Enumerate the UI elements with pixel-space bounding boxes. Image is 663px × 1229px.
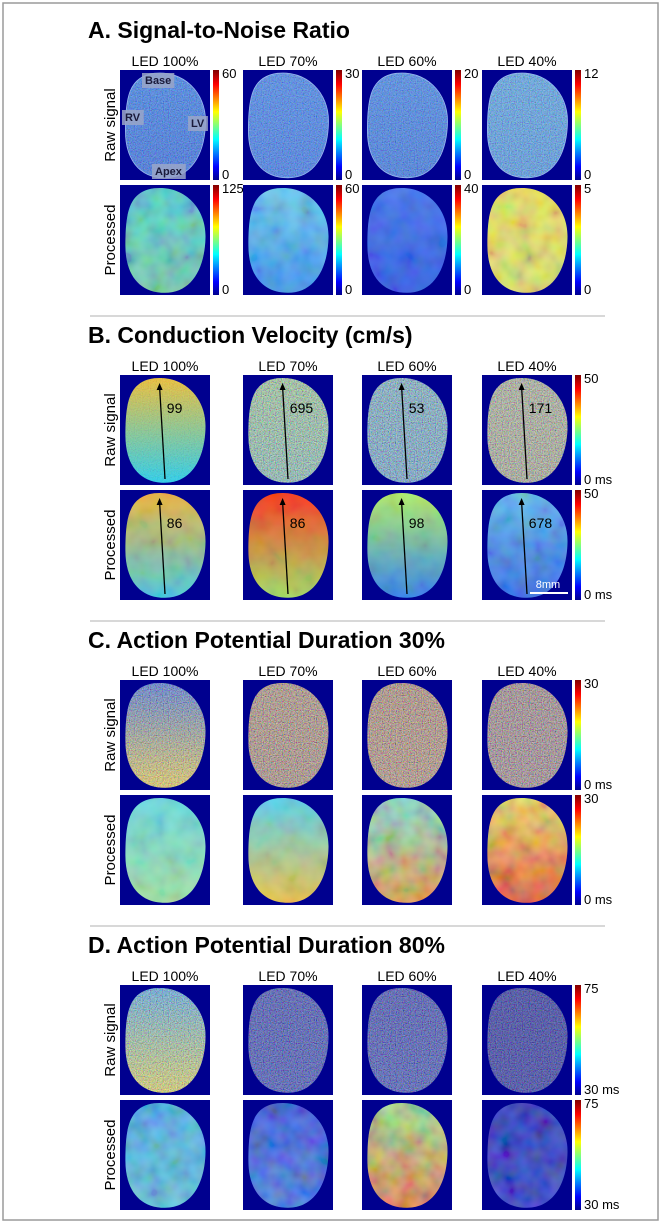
column-label: LED 60% <box>377 53 436 69</box>
column-label: LED 70% <box>258 53 317 69</box>
annotation: RV <box>125 112 141 124</box>
colorbar-min: 0 <box>345 282 352 297</box>
colorbar-min: 0 <box>345 167 352 182</box>
colorbar-min: 0 <box>222 167 229 182</box>
colorbar-min: 0 <box>584 282 591 297</box>
colorbar-min: 0 ms <box>584 472 613 487</box>
cv-value: 171 <box>529 400 553 416</box>
row-label: Raw signal <box>102 393 119 466</box>
colorbar-max: 75 <box>584 981 598 996</box>
cv-value: 98 <box>409 515 425 531</box>
colorbar-max: 40 <box>464 181 478 196</box>
column-label: LED 60% <box>377 968 436 984</box>
colorbar <box>455 185 461 295</box>
cv-value: 86 <box>167 515 183 531</box>
colorbar-max: 30 <box>584 791 598 806</box>
column-label: LED 100% <box>132 663 199 679</box>
colorbar-max: 50 <box>584 371 598 386</box>
column-label: LED 60% <box>377 358 436 374</box>
annotation: Apex <box>155 166 183 178</box>
figure: A. Signal-to-Noise Ratio LED 100% LED 70% L… <box>0 0 663 1224</box>
colorbar-min: 0 <box>464 167 471 182</box>
cv-value: 695 <box>290 400 314 416</box>
column-label: LED 100% <box>132 968 199 984</box>
colorbar <box>455 70 461 180</box>
panel-title: A. Signal-to-Noise Ratio <box>88 17 350 43</box>
panel: A. Signal-to-Noise Ratio LED 100% LED 70% L… <box>88 17 598 297</box>
column-label: LED 70% <box>258 968 317 984</box>
colorbar-min: 0 <box>222 282 229 297</box>
colorbar <box>575 490 581 600</box>
row-label: Processed <box>102 815 119 886</box>
colorbar <box>575 985 581 1095</box>
column-label: LED 70% <box>258 663 317 679</box>
annotation: Base <box>145 75 171 87</box>
page: A. Signal-to-Noise Ratio LED 100% LED 70% L… <box>0 0 663 1224</box>
colorbar-min: 0 ms <box>584 777 613 792</box>
colorbar-min: 0 <box>584 167 591 182</box>
panel: C. Action Potential Duration 30% LED 100%… <box>88 627 613 907</box>
colorbar-max: 30 <box>345 66 359 81</box>
column-label: LED 100% <box>132 358 199 374</box>
column-label: LED 40% <box>497 53 556 69</box>
row-label: Raw signal <box>102 1003 119 1076</box>
panel: D. Action Potential Duration 80% LED 100%… <box>88 932 620 1212</box>
colorbar <box>575 375 581 485</box>
colorbar-max: 30 <box>584 676 598 691</box>
cv-value: 678 <box>529 515 553 531</box>
cv-value: 86 <box>290 515 306 531</box>
colorbar-max: 60 <box>345 181 359 196</box>
row-label: Raw signal <box>102 698 119 771</box>
colorbar <box>575 1100 581 1210</box>
cv-value: 99 <box>167 400 183 416</box>
row-label: Raw signal <box>102 88 119 161</box>
colorbar <box>575 680 581 790</box>
row-label: Processed <box>102 510 119 581</box>
cv-value: 53 <box>409 400 425 416</box>
row-label: Processed <box>102 1120 119 1191</box>
colorbar-min: 0 <box>464 282 471 297</box>
colorbar <box>336 185 342 295</box>
colorbar-max: 50 <box>584 486 598 501</box>
colorbar-min: 30 ms <box>584 1082 620 1097</box>
column-label: LED 40% <box>497 968 556 984</box>
column-label: LED 40% <box>497 358 556 374</box>
colorbar <box>213 70 219 180</box>
colorbar-max: 125 <box>222 181 244 196</box>
colorbar-min: 0 ms <box>584 892 613 907</box>
colorbar-max: 60 <box>222 66 236 81</box>
column-label: LED 70% <box>258 358 317 374</box>
colorbar-min: 30 ms <box>584 1197 620 1212</box>
panel: B. Conduction Velocity (cm/s) LED 100% LED… <box>88 322 613 602</box>
column-label: LED 100% <box>132 53 199 69</box>
column-label: LED 60% <box>377 663 436 679</box>
colorbar <box>213 185 219 295</box>
colorbar <box>336 70 342 180</box>
colorbar <box>575 70 581 180</box>
colorbar-min: 0 ms <box>584 587 613 602</box>
panel-title: C. Action Potential Duration 30% <box>88 627 445 653</box>
panel-title: D. Action Potential Duration 80% <box>88 932 445 958</box>
scale-bar-label: 8mm <box>536 579 560 591</box>
colorbar-max: 5 <box>584 181 591 196</box>
column-label: LED 40% <box>497 663 556 679</box>
colorbar-max: 75 <box>584 1096 598 1111</box>
row-label: Processed <box>102 205 119 276</box>
colorbar <box>575 795 581 905</box>
panel-title: B. Conduction Velocity (cm/s) <box>88 322 413 348</box>
annotation: LV <box>191 118 205 130</box>
colorbar <box>575 185 581 295</box>
colorbar-max: 20 <box>464 66 478 81</box>
colorbar-max: 12 <box>584 66 598 81</box>
